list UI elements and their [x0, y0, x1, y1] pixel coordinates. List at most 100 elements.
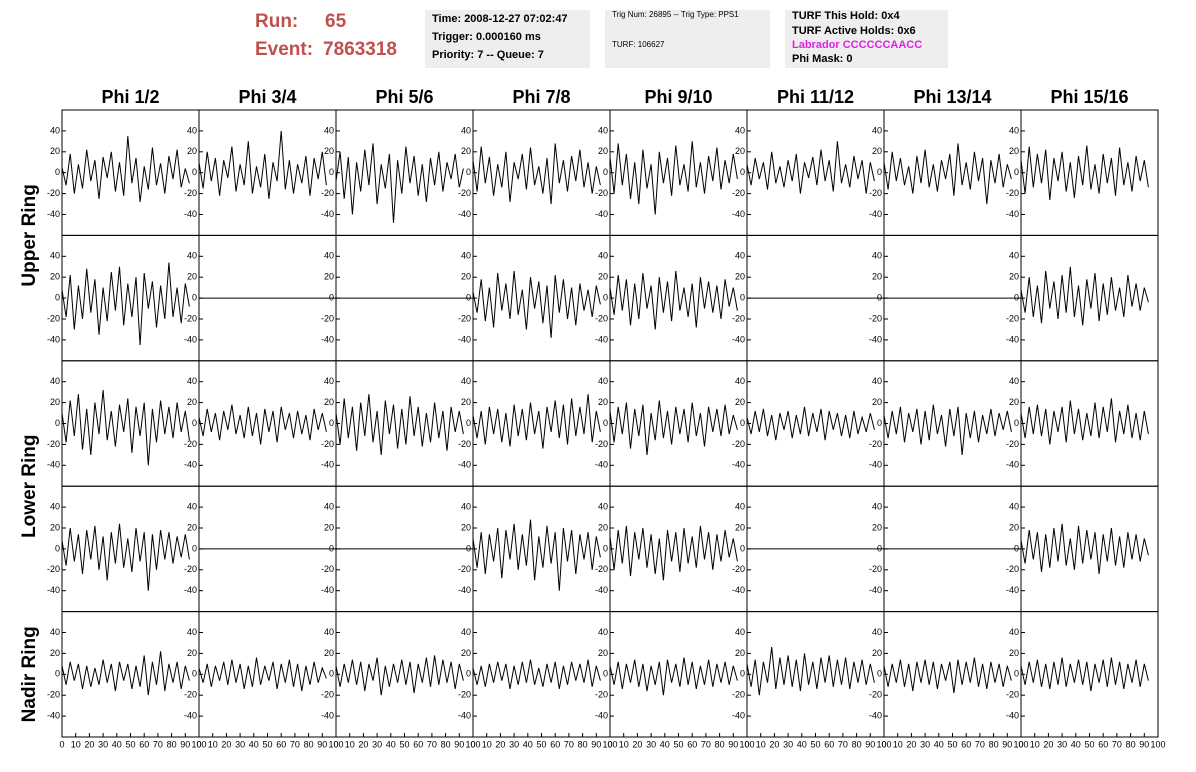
x-tick-label: 10 — [482, 739, 492, 749]
y-tick-label: -40 — [1006, 460, 1019, 470]
y-tick-label: 0 — [329, 292, 334, 302]
y-tick-label: 0 — [192, 292, 197, 302]
waveform — [609, 270, 738, 330]
x-tick-label: 90 — [1002, 739, 1012, 749]
x-tick-label: 60 — [961, 739, 971, 749]
panel-frame — [883, 109, 1022, 236]
y-tick-label: -20 — [321, 690, 334, 700]
y-tick-label: -20 — [1006, 313, 1019, 323]
y-tick-label: 20 — [735, 397, 745, 407]
y-tick-label: 40 — [187, 376, 197, 386]
x-tick-label: 100 — [465, 739, 480, 749]
x-tick-label: 0 — [333, 739, 338, 749]
y-tick-label: 0 — [740, 669, 745, 679]
column-label: Phi 1/2 — [101, 87, 159, 107]
y-tick-label: -20 — [1006, 690, 1019, 700]
y-tick-label: -20 — [184, 439, 197, 449]
y-tick-label: 40 — [187, 251, 197, 261]
y-tick-label: 0 — [740, 543, 745, 553]
y-tick-label: -40 — [458, 209, 471, 219]
run-label: Run: — [255, 11, 298, 32]
y-tick-label: 0 — [877, 167, 882, 177]
x-tick-label: 40 — [386, 739, 396, 749]
y-tick-label: -40 — [732, 209, 745, 219]
y-tick-label: -40 — [47, 209, 60, 219]
turf-hold: TURF This Hold: 0x4 — [792, 10, 900, 22]
time: Time: 2008-12-27 07:02:47 — [432, 13, 568, 25]
y-tick-label: 0 — [740, 167, 745, 177]
x-tick-label: 60 — [276, 739, 286, 749]
x-tick-label: 100 — [739, 739, 754, 749]
x-tick-label: 60 — [1098, 739, 1108, 749]
column-label: Phi 3/4 — [238, 87, 296, 107]
y-tick-label: 20 — [187, 146, 197, 156]
x-tick-label: 30 — [1057, 739, 1067, 749]
y-tick-label: -20 — [47, 690, 60, 700]
y-tick-label: 0 — [603, 543, 608, 553]
x-tick-label: 60 — [413, 739, 423, 749]
y-tick-label: -40 — [321, 209, 334, 219]
x-tick-label: 80 — [578, 739, 588, 749]
y-tick-label: 0 — [466, 669, 471, 679]
y-tick-label: 0 — [1014, 292, 1019, 302]
y-tick-label: 20 — [324, 648, 334, 658]
panel-frame — [883, 611, 1022, 738]
y-tick-label: 0 — [55, 292, 60, 302]
y-tick-label: 40 — [735, 501, 745, 511]
y-tick-label: 40 — [324, 501, 334, 511]
y-tick-label: 0 — [1014, 418, 1019, 428]
y-tick-label: 0 — [603, 167, 608, 177]
y-tick-label: 40 — [872, 251, 882, 261]
column-label: Phi 9/10 — [644, 87, 712, 107]
y-tick-label: 40 — [187, 627, 197, 637]
x-tick-label: 100 — [876, 739, 891, 749]
waveform — [472, 519, 601, 591]
waveform — [335, 394, 464, 455]
y-tick-label: 40 — [872, 501, 882, 511]
y-tick-label: -20 — [869, 564, 882, 574]
y-tick-label: -40 — [595, 209, 608, 219]
y-tick-label: 40 — [324, 627, 334, 637]
y-tick-label: 20 — [1009, 397, 1019, 407]
y-tick-label: -20 — [595, 188, 608, 198]
y-tick-label: 40 — [872, 627, 882, 637]
y-tick-label: 20 — [324, 397, 334, 407]
x-tick-label: 0 — [196, 739, 201, 749]
y-tick-label: 40 — [187, 125, 197, 135]
column-label: Phi 13/14 — [913, 87, 991, 107]
y-tick-label: 0 — [877, 292, 882, 302]
y-tick-label: -40 — [732, 585, 745, 595]
y-tick-label: -20 — [1006, 188, 1019, 198]
y-tick-label: 20 — [50, 146, 60, 156]
y-tick-label: -20 — [47, 188, 60, 198]
turf: TURF: 106627 — [612, 40, 665, 49]
y-tick-label: 40 — [598, 251, 608, 261]
x-tick-label: 50 — [673, 739, 683, 749]
y-tick-label: 40 — [872, 376, 882, 386]
priority: Priority: 7 -- Queue: 7 — [432, 49, 544, 61]
panel-frame — [609, 485, 748, 613]
panel-frame — [335, 360, 474, 487]
y-tick-label: 20 — [872, 146, 882, 156]
y-tick-label: -40 — [732, 460, 745, 470]
waveform — [746, 406, 875, 441]
y-tick-label: 20 — [461, 522, 471, 532]
y-tick-label: -40 — [595, 460, 608, 470]
y-tick-label: 40 — [1009, 627, 1019, 637]
waveform — [198, 130, 327, 199]
y-tick-label: -40 — [595, 334, 608, 344]
y-tick-label: 40 — [50, 627, 60, 637]
y-tick-label: 20 — [598, 648, 608, 658]
x-tick-label: 80 — [852, 739, 862, 749]
y-tick-label: -20 — [47, 313, 60, 323]
y-tick-label: 20 — [598, 146, 608, 156]
waveform — [61, 523, 190, 591]
x-tick-label: 70 — [427, 739, 437, 749]
y-tick-label: -40 — [47, 334, 60, 344]
x-tick-label: 20 — [769, 739, 779, 749]
y-tick-label: 0 — [329, 543, 334, 553]
x-tick-label: 20 — [1043, 739, 1053, 749]
turf-box — [785, 10, 948, 68]
waveform — [61, 136, 190, 203]
y-tick-label: 40 — [598, 501, 608, 511]
